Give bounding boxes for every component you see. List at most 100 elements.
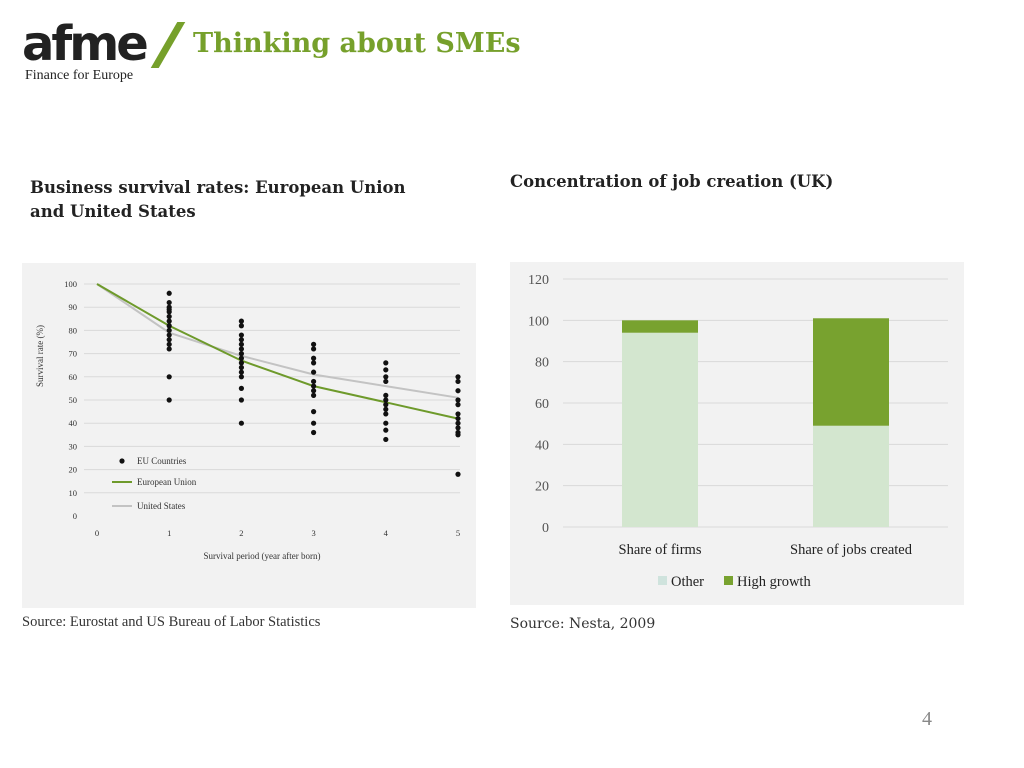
eu-country-point <box>238 341 244 347</box>
eu-country-point <box>383 378 389 385</box>
eu-country-point <box>311 420 317 426</box>
x-tick-label: 4 <box>384 528 389 538</box>
job-creation-chart: 0 20 40 60 80 100 120 Share of firms Share of jo… <box>528 273 948 590</box>
y-tick-label: 70 <box>69 349 78 359</box>
eu-country-point <box>311 429 317 436</box>
eu-country-point <box>455 378 461 385</box>
eu-country-point <box>166 374 172 380</box>
eu-country-point <box>238 364 244 371</box>
eu-country-point <box>455 411 461 417</box>
eu-country-point <box>238 420 244 426</box>
eu-country-point <box>238 397 244 403</box>
eu-country-point <box>455 402 461 408</box>
eu-country-point <box>383 436 389 443</box>
eu-country-point <box>238 351 244 357</box>
eu-country-point <box>311 383 317 389</box>
eu-country-point <box>455 397 461 403</box>
bar-other <box>813 425 889 527</box>
logo-slash <box>150 22 186 68</box>
job-creation-chart-panel: 0 20 40 60 80 100 120 Share of firms Share of jo… <box>510 262 964 605</box>
survival-chart: 0 10 20 30 40 50 60 70 80 90 100 0 1 2 3 4 5 Survival per… <box>35 279 461 561</box>
eu-country-point <box>238 318 244 324</box>
eu-country-point <box>166 332 172 338</box>
page-number: 4 <box>922 708 932 730</box>
eu-country-point <box>311 369 317 375</box>
eu-country-point <box>383 406 389 412</box>
eu-country-point <box>311 378 317 385</box>
bar-high-growth <box>622 320 698 333</box>
logo-wordmark: afme <box>22 16 149 72</box>
eu-country-point <box>311 360 317 366</box>
eu-country-point <box>166 318 172 324</box>
y-tick-label: 80 <box>535 356 549 371</box>
eu-country-point <box>455 415 461 422</box>
x-axis-label: Survival period (year after born) <box>204 551 321 561</box>
eu-country-point <box>238 360 244 366</box>
eu-country-point <box>455 374 461 380</box>
eu-country-point <box>383 427 389 433</box>
eu-country-point <box>238 374 244 380</box>
eu-country-point <box>311 392 317 398</box>
eu-country-point <box>455 425 461 431</box>
eu-series-line <box>96 283 459 420</box>
eu-country-point <box>166 309 172 315</box>
x-tick-label: 3 <box>311 528 315 538</box>
eu-country-point <box>383 420 389 426</box>
eu-country-point <box>238 355 244 361</box>
y-tick-label: 100 <box>528 314 549 329</box>
eu-country-point <box>455 420 461 426</box>
x-tick-label: 1 <box>167 528 171 538</box>
eu-country-point <box>166 337 172 343</box>
legend-label-european-union: European Union <box>137 477 197 487</box>
job-creation-chart-source: Source: Nesta, 2009 <box>510 616 656 632</box>
eu-country-point <box>311 341 317 347</box>
x-tick-label: 0 <box>95 528 99 538</box>
y-tick-label: 20 <box>69 465 78 475</box>
eu-country-point <box>311 388 317 394</box>
eu-country-point <box>166 299 172 306</box>
legend-label-other: Other <box>671 574 704 590</box>
legend-label-eu-countries: EU Countries <box>137 456 187 466</box>
legend-swatch-high-growth <box>724 576 733 585</box>
eu-country-point <box>166 341 172 347</box>
y-axis-label: Survival rate (%) <box>35 325 45 387</box>
y-tick-label: 120 <box>528 273 549 288</box>
eu-country-point <box>166 323 172 329</box>
y-tick-label: 40 <box>69 418 78 428</box>
eu-country-point <box>383 367 389 373</box>
eu-country-point <box>311 409 317 415</box>
eu-country-point <box>166 290 172 296</box>
eu-country-point <box>383 374 389 380</box>
y-tick-label: 60 <box>535 397 549 412</box>
eu-country-point <box>455 388 461 394</box>
y-tick-label: 100 <box>64 279 77 289</box>
eu-country-point <box>238 385 244 391</box>
eu-country-point <box>311 355 317 361</box>
page-title: Thinking about SMEs <box>193 28 521 59</box>
category-label: Share of firms <box>619 542 702 558</box>
legend-label-united-states: United States <box>137 501 186 511</box>
us-series-line <box>96 283 459 399</box>
legend-swatch-other <box>658 576 667 585</box>
logo-tagline: Finance for Europe <box>25 68 134 83</box>
y-tick-label: 60 <box>69 372 78 382</box>
eu-country-point <box>238 332 244 338</box>
eu-country-point <box>383 397 389 403</box>
eu-country-point <box>238 346 244 352</box>
eu-country-point <box>383 360 389 366</box>
y-tick-label: 80 <box>69 325 78 335</box>
eu-country-point <box>238 369 244 375</box>
eu-country-point <box>311 346 317 352</box>
x-tick-label: 2 <box>239 528 243 538</box>
category-label: Share of jobs created <box>790 542 913 558</box>
x-tick-label: 5 <box>456 528 460 538</box>
survival-chart-source: Source: Eurostat and US Bureau of Labor … <box>22 614 321 630</box>
eu-country-point <box>166 397 172 403</box>
bar-other <box>622 332 698 527</box>
eu-country-point <box>455 432 461 438</box>
survival-chart-panel: 0 10 20 30 40 50 60 70 80 90 100 0 1 2 3 4 5 Survival per… <box>22 263 476 608</box>
eu-country-point <box>166 346 172 352</box>
y-tick-label: 0 <box>73 511 77 521</box>
y-tick-label: 30 <box>69 441 78 451</box>
eu-country-point <box>455 471 461 477</box>
